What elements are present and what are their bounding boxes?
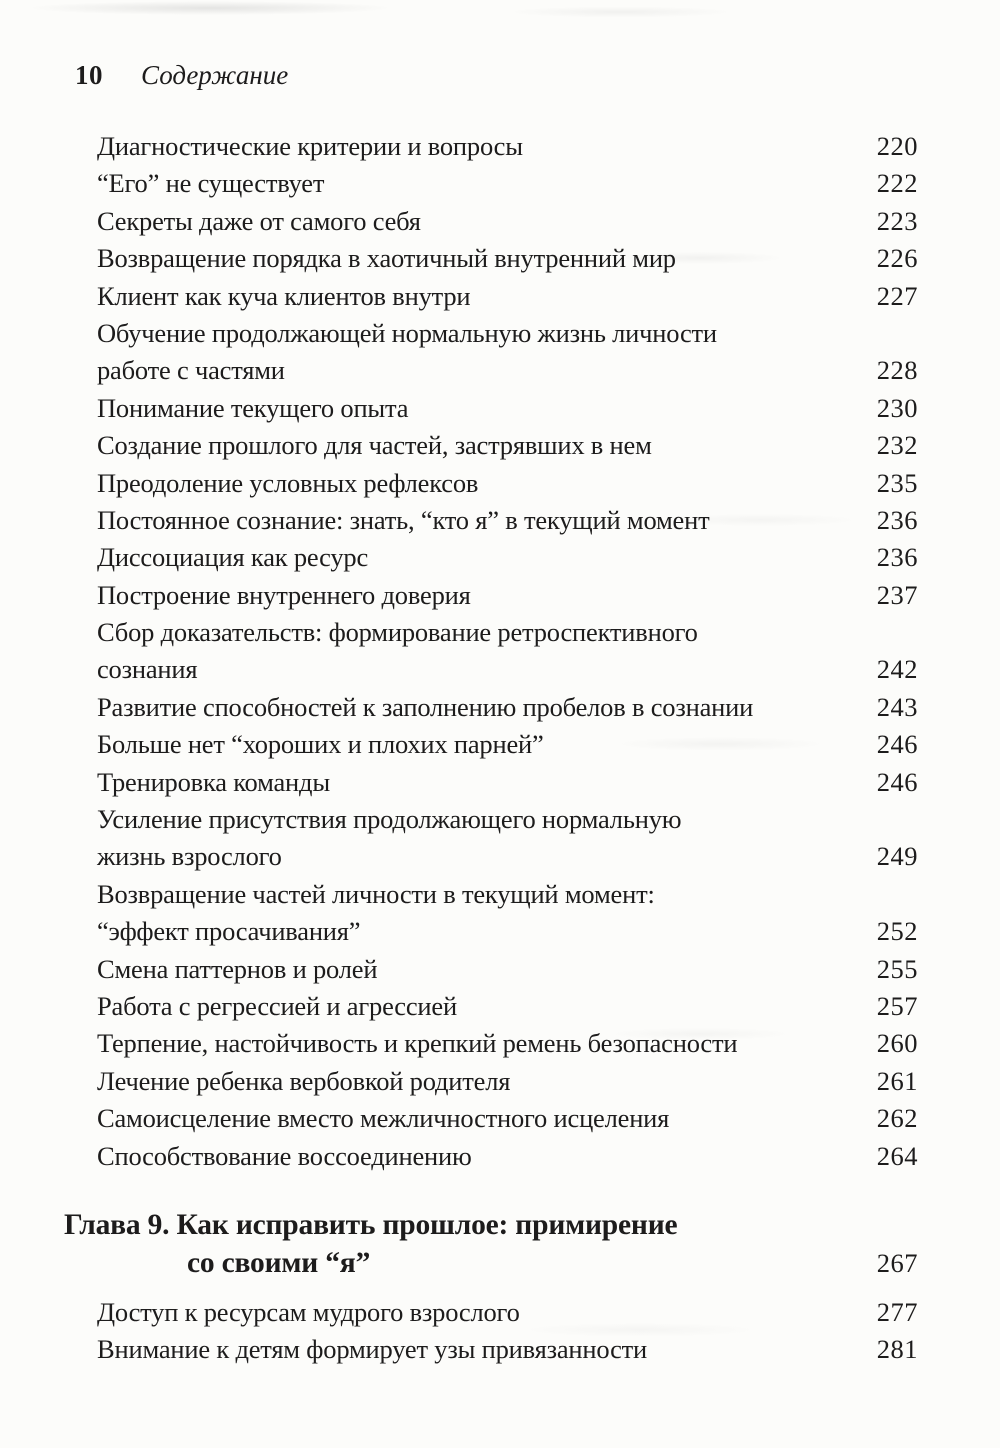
toc-entry-page: 228	[876, 355, 918, 386]
toc-row: Способствование воссоединению 264	[97, 1138, 918, 1175]
toc-entry-title: Возвращение порядка в хаотичный внутренн…	[97, 243, 676, 274]
toc-entry-title: Создание прошлого для частей, застрявших…	[97, 430, 652, 461]
toc-entry-page: 242	[876, 654, 918, 685]
toc-row: Секреты даже от самого себя 223	[97, 203, 918, 240]
toc-entry-page: 277	[876, 1296, 918, 1327]
toc-entry-title: жизнь взрослого	[97, 841, 282, 872]
toc-row: “Его” не существует 222	[97, 165, 918, 202]
toc-entry-title: работе с частями	[97, 355, 285, 386]
toc-row: жизнь взрослого 249	[97, 838, 918, 875]
toc-row: Развитие способностей к заполнению пробе…	[97, 689, 918, 726]
toc-entry-page: 243	[876, 691, 918, 722]
toc-entry-page: 236	[876, 504, 918, 535]
toc-entry-title: Терпение, настойчивость и крепкий ремень…	[97, 1028, 738, 1059]
toc-entry-title: Диагностические критерии и вопросы	[97, 131, 523, 161]
toc-row: Постоянное сознание: знать, “кто я” в те…	[97, 502, 918, 539]
toc-entry-page: 237	[876, 579, 918, 610]
toc-entry-page: 230	[876, 392, 918, 423]
toc-entry-page: 236	[876, 542, 918, 573]
folio-page-number: 10	[75, 60, 103, 90]
toc-entry-page: 226	[876, 243, 918, 274]
toc-entry-title: “Его” не существует	[97, 168, 325, 199]
toc-row: Смена паттернов и ролей 255	[97, 951, 918, 988]
toc-row: Усиление присутствия продолжающего норма…	[97, 801, 918, 838]
toc-entry-title: Секреты даже от самого себя	[97, 205, 421, 236]
chapter-page-number: 267	[876, 1248, 918, 1279]
toc-entry-title: Постоянное сознание: знать, “кто я” в те…	[97, 504, 710, 535]
toc-entry-title: Обучение продолжающей нормальную жизнь л…	[97, 317, 717, 348]
toc-entry-title: Лечение ребенка вербовкой родителя	[97, 1065, 511, 1096]
toc-entry-page: 255	[876, 953, 918, 984]
toc-entry-page: 260	[876, 1028, 918, 1059]
toc-row: работе с частями 228	[97, 352, 918, 389]
toc-entry-title: Диссоциация как ресурс	[97, 542, 369, 573]
toc-row: Терпение, настойчивость и крепкий ремень…	[97, 1025, 918, 1062]
toc-row: Сбор доказательств: формирование ретросп…	[97, 614, 918, 651]
running-head-title: Содержание	[141, 60, 289, 90]
toc-entry-page: 262	[876, 1103, 918, 1134]
toc-entry-page: 227	[876, 280, 918, 311]
toc-entry-page: 257	[876, 990, 918, 1021]
toc-entry-title: Развитие способностей к заполнению пробе…	[97, 691, 754, 722]
toc-entry-title: Доступ к ресурсам мудрого взрослого	[97, 1296, 520, 1327]
toc-entry-title: Тренировка команды	[97, 766, 330, 797]
toc-row: сознания 242	[97, 651, 918, 688]
toc-body: Диагностические критерии и вопросы 220 “…	[64, 128, 918, 1369]
toc-entry-page: 261	[876, 1065, 918, 1096]
chapter-heading-block: Глава 9. Как исправить прошлое: примирен…	[64, 1206, 918, 1283]
toc-row: Работа с регрессией и агрессией 257	[97, 988, 918, 1025]
toc-entry-title: Построение внутреннего доверия	[97, 579, 471, 610]
toc-row: Понимание текущего опыта 230	[97, 390, 918, 427]
toc-entry-title: Преодоление условных рефлексов	[97, 467, 479, 498]
chapter-title-line1: Глава 9. Как исправить прошлое: примирен…	[64, 1208, 678, 1241]
toc-entry-title: Смена паттернов и ролей	[97, 953, 378, 984]
toc-row: Преодоление условных рефлексов 235	[97, 465, 918, 502]
chapter-title-line2: со своими “я”	[187, 1247, 371, 1280]
toc-row: Построение внутреннего доверия 237	[97, 577, 918, 614]
toc-entry-page: 220	[876, 131, 918, 161]
toc-list-after-chapter: Доступ к ресурсам мудрого взрослого 277 …	[97, 1294, 918, 1369]
toc-row: Тренировка команды 246	[97, 764, 918, 801]
toc-entry-page: 235	[876, 467, 918, 498]
toc-entry-title: Работа с регрессией и агрессией	[97, 990, 457, 1021]
toc-entry-page: 223	[876, 205, 918, 236]
toc-entry-page: 246	[876, 766, 918, 797]
toc-entry-title: Внимание к детям формирует узы привязанн…	[97, 1334, 648, 1365]
toc-entry-page: 252	[876, 916, 918, 947]
running-head: 10 Содержание	[75, 60, 288, 90]
toc-entry-title: Больше нет “хороших и плохих парней”	[97, 729, 544, 760]
toc-row: “эффект просачивания” 252	[97, 913, 918, 950]
toc-row: Диагностические критерии и вопросы 220	[97, 128, 918, 165]
toc-row: Доступ к ресурсам мудрого взрослого 277	[97, 1294, 918, 1331]
toc-row: Больше нет “хороших и плохих парней” 246	[97, 726, 918, 763]
toc-entry-page: 249	[876, 841, 918, 872]
toc-row: Внимание к детям формирует узы привязанн…	[97, 1331, 918, 1368]
toc-row: Создание прошлого для частей, застрявших…	[97, 427, 918, 464]
toc-entry-title: Возвращение частей личности в текущий мо…	[97, 878, 655, 909]
toc-row: Возвращение порядка в хаотичный внутренн…	[97, 240, 918, 277]
toc-entry-title: Самоисцеление вместо межличностного исце…	[97, 1103, 670, 1134]
toc-entry-title: Клиент как куча клиентов внутри	[97, 280, 471, 311]
toc-entry-title: Способствование воссоединению	[97, 1140, 472, 1171]
toc-row: Возвращение частей личности в текущий мо…	[97, 876, 918, 913]
toc-entry-title: Усиление присутствия продолжающего норма…	[97, 804, 682, 835]
toc-row: Диссоциация как ресурс 236	[97, 539, 918, 576]
toc-entry-page: 246	[876, 729, 918, 760]
toc-entry-title: Сбор доказательств: формирование ретросп…	[97, 617, 698, 648]
toc-entry-page: 232	[876, 430, 918, 461]
toc-entry-title: “эффект просачивания”	[97, 916, 361, 947]
toc-row: Самоисцеление вместо межличностного исце…	[97, 1100, 918, 1137]
toc-list: Диагностические критерии и вопросы 220 “…	[97, 128, 918, 1175]
chapter-heading-row: со своими “я” 267	[97, 1244, 918, 1283]
toc-entry-title: Понимание текущего опыта	[97, 392, 409, 423]
toc-entry-title: сознания	[97, 654, 198, 685]
toc-entry-page: 281	[876, 1334, 918, 1365]
chapter-heading-row: Глава 9. Как исправить прошлое: примирен…	[64, 1206, 918, 1245]
toc-row: Лечение ребенка вербовкой родителя 261	[97, 1063, 918, 1100]
toc-row: Клиент как куча клиентов внутри 227	[97, 278, 918, 315]
toc-entry-page: 264	[876, 1140, 918, 1171]
toc-entry-page: 222	[876, 168, 918, 199]
toc-row: Обучение продолжающей нормальную жизнь л…	[97, 315, 918, 352]
